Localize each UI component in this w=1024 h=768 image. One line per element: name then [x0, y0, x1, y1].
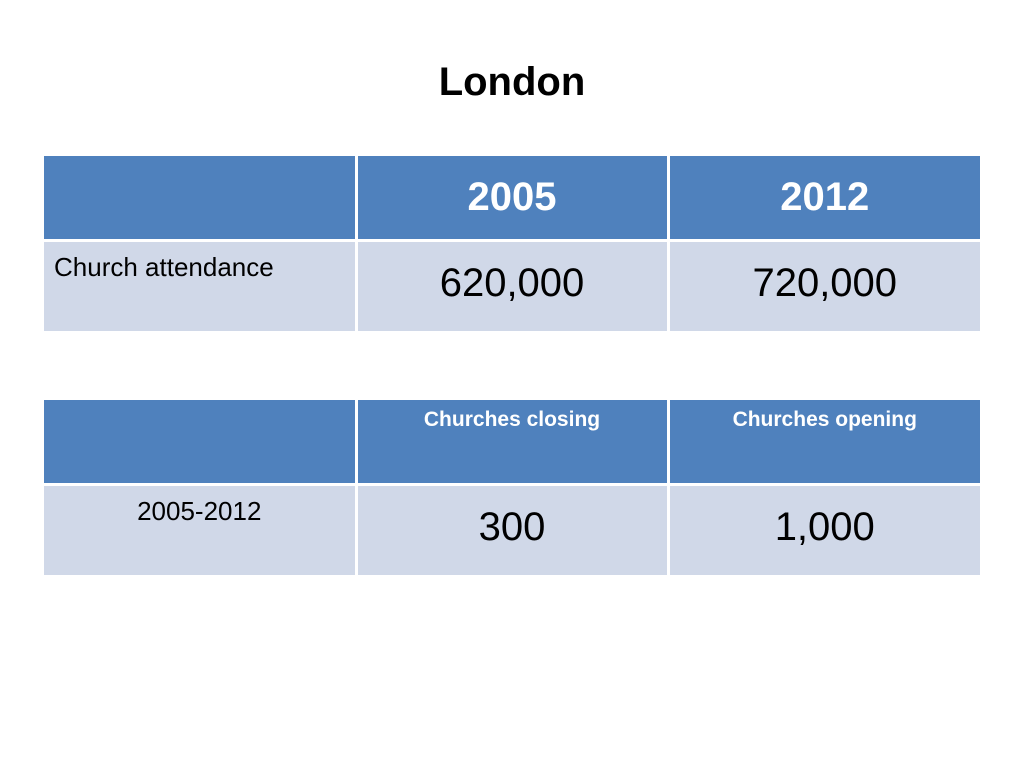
header-cell-empty [44, 400, 358, 486]
churches-table: Churches closing Churches opening 2005-2… [44, 400, 980, 575]
value-churches-opening: 1,000 [666, 483, 980, 575]
slide-title: London [438, 60, 586, 104]
attendance-table: 2005 2012 Church attendance 620,000 720,… [44, 156, 980, 331]
value-churches-closing: 300 [354, 483, 670, 575]
row-label-period: 2005-2012 [44, 483, 358, 575]
header-cell-2012: 2012 [666, 156, 980, 242]
row-label-church-attendance: Church attendance [44, 239, 358, 331]
value-attendance-2012: 720,000 [666, 239, 980, 331]
header-cell-churches-closing: Churches closing [354, 400, 670, 486]
header-cell-2005: 2005 [354, 156, 670, 242]
table-row: 2005-2012 300 1,000 [44, 483, 980, 575]
table-header-row: Churches closing Churches opening [44, 400, 980, 486]
value-attendance-2005: 620,000 [354, 239, 670, 331]
header-cell-empty [44, 156, 358, 242]
table-header-row: 2005 2012 [44, 156, 980, 242]
table-row: Church attendance 620,000 720,000 [44, 239, 980, 331]
header-cell-churches-opening: Churches opening [666, 400, 980, 486]
